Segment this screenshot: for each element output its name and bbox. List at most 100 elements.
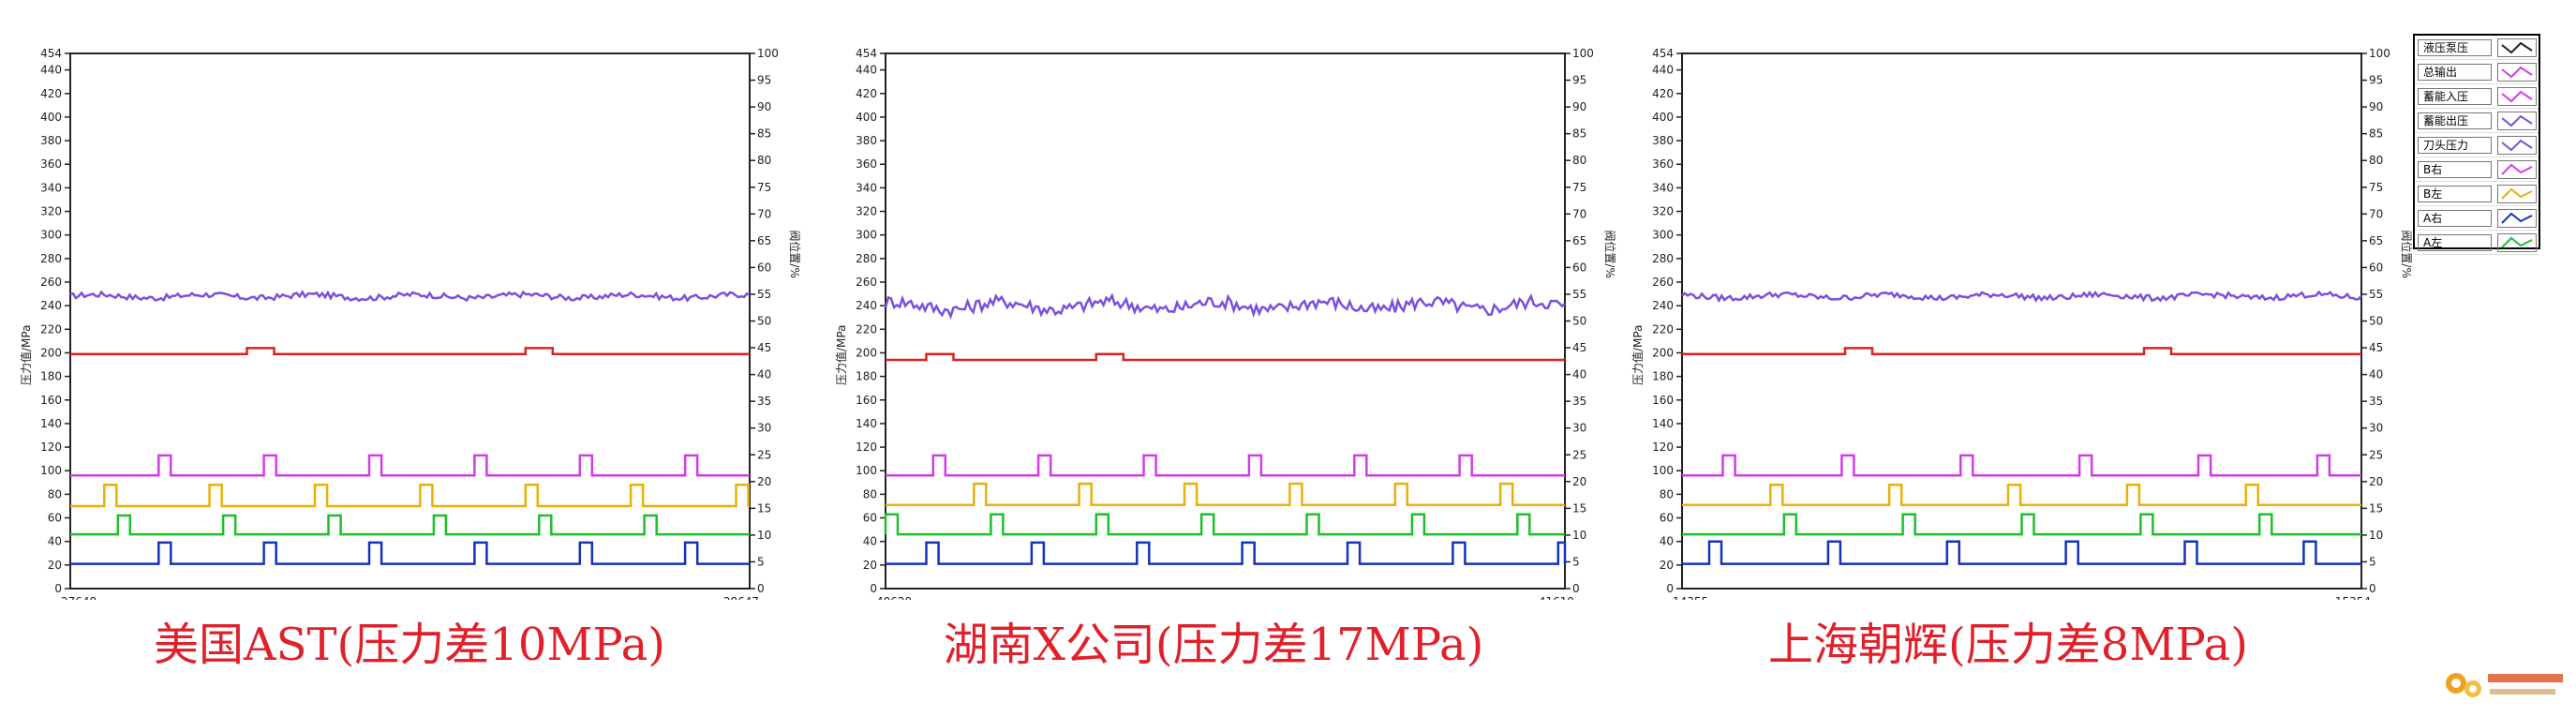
y-right-tick-label: 30 (1572, 422, 1586, 435)
y-left-tick-label: 300 (856, 229, 877, 242)
x-start-label: 14355 (1673, 595, 1708, 600)
y-left-axis-label: 压力值/MPa (834, 325, 848, 385)
y-right-tick-label: 70 (1572, 207, 1586, 220)
x-start-label: 40620 (876, 595, 912, 600)
y-right-tick-label: 5 (1572, 555, 1580, 568)
y-right-tick-label: 65 (2369, 234, 2383, 247)
y-right-tick-label: 25 (1572, 448, 1586, 461)
x-start-label: 27648 (61, 595, 97, 600)
y-left-tick-label: 20 (863, 559, 877, 572)
y-right-tick-label: 75 (1572, 181, 1586, 194)
legend-item: 蓄能入压 (2415, 84, 2539, 109)
y-right-tick-label: 15 (757, 501, 771, 515)
y-right-tick-label: 60 (1572, 261, 1586, 274)
legend-item-label: B右 (2418, 160, 2492, 178)
y-right-tick-label: 35 (2369, 395, 2383, 408)
y-right-tick-label: 0 (2369, 582, 2376, 595)
y-left-tick-label: 40 (863, 535, 877, 548)
y-left-tick-label: 0 (1666, 582, 1674, 595)
legend-swatch-icon (2497, 208, 2537, 228)
y-right-tick-label: 0 (1572, 582, 1580, 595)
y-left-tick-label: 454 (1652, 47, 1674, 60)
y-right-tick-label: 60 (2369, 261, 2383, 274)
y-left-tick-label: 380 (1652, 134, 1674, 147)
x-end-label: 28647 (723, 595, 759, 600)
y-left-tick-label: 454 (40, 47, 62, 60)
legend-swatch-icon (2497, 86, 2537, 106)
y-left-tick-label: 360 (1652, 157, 1674, 171)
y-left-tick-label: 440 (1652, 64, 1674, 77)
plot-frame (885, 52, 1566, 590)
legend: 液压泵压 总输出 蓄能入压 蓄能出压 刀头压力 B右 B左 A右 A左 (2413, 34, 2540, 255)
legend-item-label: B左 (2418, 185, 2492, 202)
y-right-tick-label: 55 (1572, 288, 1586, 301)
y-left-tick-label: 20 (1660, 559, 1674, 572)
y-left-tick-label: 200 (40, 346, 62, 359)
y-right-tick-label: 45 (757, 341, 771, 354)
legend-item-label: A左 (2418, 233, 2492, 251)
legend-item: 刀头压力 (2415, 133, 2539, 157)
y-left-tick-label: 160 (1652, 394, 1674, 407)
y-right-tick-label: 75 (2369, 181, 2383, 194)
y-right-tick-label: 90 (757, 100, 771, 113)
y-left-tick-label: 260 (1652, 276, 1674, 289)
legend-item: B右 (2415, 157, 2539, 182)
y-left-tick-label: 20 (48, 559, 62, 572)
y-right-tick-label: 30 (757, 422, 771, 435)
y-right-tick-label: 20 (1572, 475, 1586, 488)
y-left-tick-label: 220 (856, 322, 877, 336)
plot-frame (69, 52, 751, 590)
y-left-tick-label: 0 (54, 582, 62, 595)
y-right-tick-label: 100 (2369, 47, 2390, 60)
legend-item-label: 总输出 (2418, 63, 2492, 81)
legend-swatch-icon (2497, 159, 2537, 179)
y-right-tick-label: 40 (1572, 368, 1586, 381)
y-right-tick-label: 55 (757, 288, 771, 301)
series-line-b_right (886, 454, 1565, 477)
chart-panel-3: 0204060801001201401601802002202402602803… (1630, 47, 2414, 600)
y-right-tick-label: 15 (1572, 501, 1586, 515)
legend-item-label: 蓄能出压 (2418, 112, 2492, 129)
series-line-upper (884, 292, 1566, 320)
y-right-tick-label: 85 (1572, 127, 1586, 141)
series-line-b_left (886, 482, 1565, 506)
caption-shanghai-zhaohui: 上海朝辉(压力差8MPa) (1768, 619, 2248, 671)
y-right-tick-label: 75 (757, 181, 771, 194)
legend-item: 蓄能出压 (2415, 109, 2539, 133)
y-right-tick-label: 20 (2369, 475, 2383, 488)
y-right-tick-label: 15 (2369, 501, 2383, 515)
y-left-axis-label: 压力值/MPa (19, 325, 33, 385)
series-line-a_right (1682, 540, 2361, 565)
y-left-tick-label: 80 (48, 487, 62, 500)
y-right-tick-label: 50 (757, 315, 771, 328)
y-right-tick-label: 40 (757, 368, 771, 381)
y-left-tick-label: 420 (40, 87, 62, 100)
y-right-tick-label: 35 (757, 395, 771, 408)
y-right-tick-label: 0 (757, 582, 765, 595)
y-left-tick-label: 380 (856, 134, 877, 147)
y-left-tick-label: 440 (856, 64, 877, 77)
y-right-axis-label: 阀位置/% (788, 230, 802, 277)
y-left-tick-label: 300 (1652, 229, 1674, 242)
y-right-tick-label: 80 (2369, 154, 2383, 167)
y-left-tick-label: 420 (856, 87, 877, 100)
y-left-tick-label: 40 (1660, 535, 1674, 548)
y-right-tick-label: 65 (757, 234, 771, 247)
y-left-tick-label: 454 (856, 47, 877, 60)
series-line-b_left (70, 484, 750, 508)
y-right-tick-label: 25 (2369, 448, 2383, 461)
y-right-tick-label: 50 (1572, 315, 1586, 328)
y-left-tick-label: 120 (1652, 441, 1674, 454)
y-left-tick-label: 100 (40, 464, 62, 477)
series-line-b_right (70, 454, 750, 477)
y-left-tick-label: 300 (40, 229, 62, 242)
legend-swatch-icon (2497, 232, 2537, 252)
legend-item: 液压泵压 (2415, 36, 2539, 60)
y-right-tick-label: 45 (1572, 341, 1586, 354)
y-left-tick-label: 280 (856, 252, 877, 265)
x-end-label: 41619 (1539, 595, 1574, 600)
series-line-a_right (70, 541, 750, 565)
legend-item-label: 刀头压力 (2418, 136, 2492, 154)
site-logo-watermark (2446, 673, 2563, 697)
y-right-tick-label: 80 (1572, 154, 1586, 167)
